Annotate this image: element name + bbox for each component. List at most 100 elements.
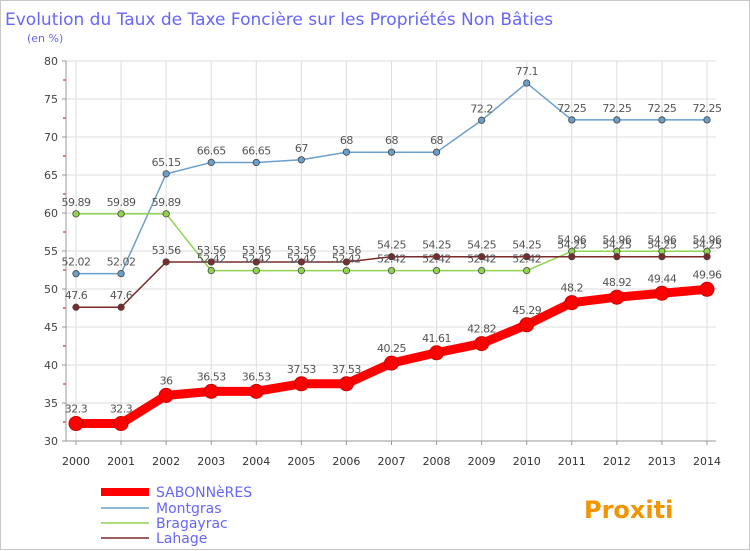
data-point [297, 156, 305, 164]
data-label: 52.02 [107, 256, 136, 269]
data-label: 59.89 [107, 196, 136, 209]
data-point [519, 317, 535, 333]
data-label: 53.56 [287, 244, 316, 257]
y-tick-label: 80 [44, 55, 58, 68]
data-label: 72.25 [693, 102, 722, 115]
data-point [162, 210, 170, 218]
data-point [162, 170, 170, 178]
data-point [478, 116, 486, 124]
proxiti-logo: Proxiti [584, 496, 673, 524]
x-tick-label: 2004 [242, 455, 270, 468]
data-label: 47.6 [110, 289, 133, 302]
y-tick-label: 30 [44, 435, 58, 448]
data-point [654, 285, 670, 301]
data-label: 72.2 [470, 102, 493, 115]
data-label: 52.42 [467, 253, 496, 266]
data-point [613, 253, 621, 261]
data-point [248, 383, 264, 399]
data-label: 37.53 [287, 363, 316, 376]
data-point [117, 303, 125, 311]
data-label: 42.82 [467, 323, 496, 336]
y-tick-label: 65 [44, 169, 58, 182]
data-label: 72.25 [602, 102, 631, 115]
data-label: 72.25 [557, 102, 586, 115]
data-point [478, 267, 486, 275]
x-tick-label: 2000 [62, 455, 90, 468]
x-tick-label: 2009 [468, 455, 496, 468]
data-label: 52.42 [197, 253, 226, 266]
y-tick-label: 75 [44, 93, 58, 106]
legend-label: Lahage [156, 531, 207, 547]
data-label: 53.56 [332, 244, 361, 257]
y-tick-label: 55 [44, 245, 58, 258]
data-point [72, 210, 80, 218]
data-label: 48.2 [561, 282, 584, 295]
data-label: 66.65 [242, 144, 271, 157]
data-point [568, 116, 576, 124]
data-point [429, 345, 445, 361]
data-label: 49.96 [693, 268, 722, 281]
data-point [613, 116, 621, 124]
y-tick-label: 40 [44, 359, 58, 372]
legend-label: Bragayrac [156, 516, 228, 532]
data-label: 54.96 [693, 233, 722, 246]
data-label: 54.96 [602, 233, 631, 246]
axes: 30 35 40 45 50 55 60 65 70 75 80 2000 2001 2002 2003 20… [44, 55, 721, 468]
data-label: 54.25 [602, 239, 631, 252]
data-label: 65.15 [152, 156, 181, 169]
data-label: 52.42 [242, 253, 271, 266]
data-point [703, 116, 711, 124]
legend-label: SABONNèRES [156, 485, 252, 501]
chart-title: Evolution du Taux de Taxe Foncière sur l… [5, 10, 553, 30]
data-point [252, 158, 260, 167]
data-point [523, 253, 531, 261]
data-point [568, 253, 576, 261]
data-point [297, 267, 305, 275]
data-label: 77.1 [515, 65, 538, 78]
data-point [72, 270, 80, 278]
data-label: 32.3 [65, 403, 88, 416]
data-label: 52.42 [332, 253, 361, 266]
x-tick-label: 2013 [648, 455, 676, 468]
data-label: 68 [385, 134, 398, 147]
data-label: 53.56 [197, 244, 226, 257]
data-point [658, 116, 666, 124]
data-label: 66.65 [197, 144, 226, 157]
chart-subtitle: (en %) [27, 32, 63, 45]
data-point [68, 416, 84, 432]
data-label: 49.44 [647, 272, 676, 285]
x-tick-label: 2005 [287, 455, 315, 468]
data-point [117, 210, 125, 218]
data-label: 40.25 [377, 342, 406, 355]
y-tick-label: 70 [44, 131, 58, 144]
data-label: 54.25 [422, 239, 451, 252]
data-point [203, 383, 219, 399]
data-point [478, 253, 486, 261]
data-point [384, 355, 399, 371]
x-tick-label: 2002 [152, 455, 180, 468]
data-label: 54.25 [467, 239, 496, 252]
data-point [387, 267, 396, 275]
series [68, 79, 715, 432]
data-point [609, 289, 625, 305]
x-tick-label: 2010 [513, 455, 541, 468]
data-label: 52.42 [377, 253, 406, 266]
data-label: 54.25 [693, 239, 722, 252]
data-point [432, 148, 441, 156]
data-label: 54.96 [647, 233, 676, 246]
data-point [342, 267, 351, 275]
data-label: 59.89 [152, 196, 181, 209]
data-label: 52.42 [287, 253, 316, 266]
x-tick-label: 2001 [107, 455, 135, 468]
data-label: 59.89 [62, 196, 91, 209]
data-point [523, 79, 531, 87]
data-point [703, 253, 711, 261]
x-tick-label: 2011 [558, 455, 586, 468]
data-point [293, 376, 309, 392]
y-tick-label: 45 [44, 321, 58, 334]
data-point [564, 295, 580, 311]
data-label: 47.6 [65, 289, 88, 302]
